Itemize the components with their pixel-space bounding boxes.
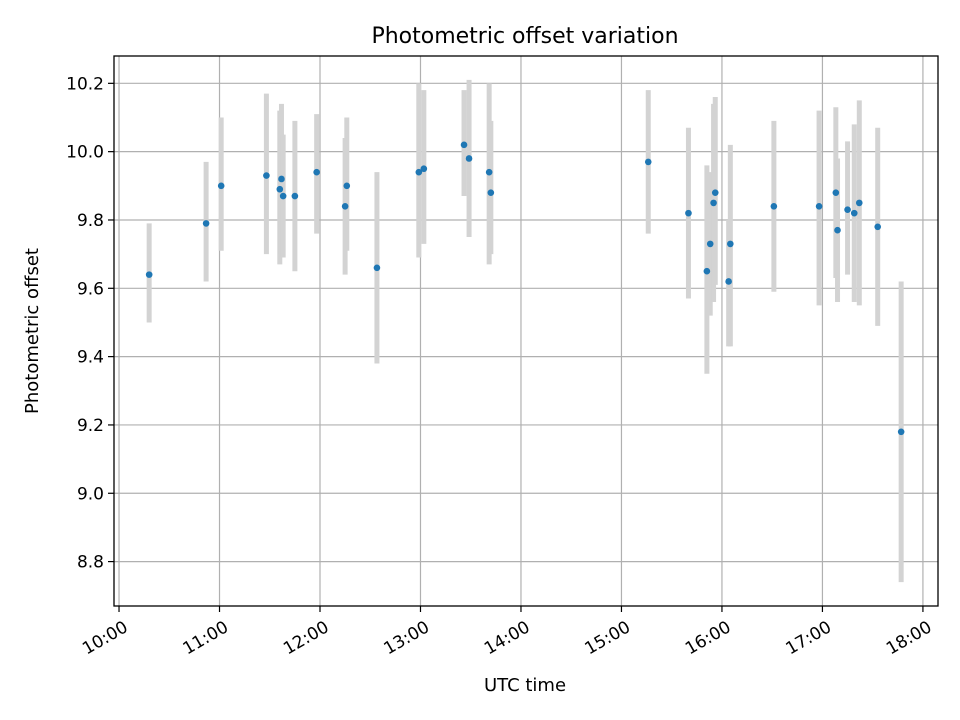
data-point [485, 168, 493, 176]
y-tick-label: 9.8 [77, 211, 104, 231]
data-point [850, 209, 858, 217]
data-point [710, 199, 717, 207]
data-point [855, 199, 863, 207]
data-point [217, 182, 225, 190]
y-tick-label: 9.4 [77, 348, 104, 368]
data-point [711, 189, 719, 196]
data-point [465, 155, 473, 162]
data-point [703, 267, 711, 275]
chart-title: Photometric offset variation [371, 24, 678, 49]
data-point [373, 264, 381, 272]
data-point [279, 192, 287, 200]
data-point [725, 278, 732, 285]
error-bars [146, 79, 904, 583]
data-point [897, 428, 905, 436]
data-point [420, 165, 428, 173]
x-tick-label: 17:00 [783, 617, 835, 659]
data-point [844, 206, 851, 214]
x-tick-label: 15:00 [582, 617, 634, 659]
data-point [343, 182, 351, 190]
data-points [145, 141, 905, 436]
data-point [815, 203, 823, 210]
x-tick-label: 16:00 [682, 617, 734, 659]
data-point [727, 240, 734, 248]
x-axis-label: UTC time [484, 675, 566, 696]
y-tick-label: 9.6 [77, 279, 104, 299]
y-tick-label: 10.0 [66, 143, 104, 163]
y-axis-label: Photometric offset [22, 248, 43, 414]
data-point [276, 185, 284, 193]
data-point [834, 226, 841, 234]
data-point [313, 168, 320, 176]
grid-lines [114, 56, 938, 606]
data-point [832, 189, 840, 196]
data-point [770, 203, 778, 210]
x-tick-label: 14:00 [481, 617, 533, 659]
data-point [685, 209, 692, 217]
x-tick-label: 10:00 [79, 617, 131, 659]
data-point [202, 220, 210, 227]
y-tick-label: 9.2 [77, 416, 104, 436]
x-tick-label: 13:00 [381, 617, 433, 659]
data-point [341, 203, 349, 210]
data-point [145, 271, 153, 278]
axis-ticks: 10:00 11:00 12:00 13:00 14:00 15:00 16:00 17:00… [66, 74, 935, 659]
y-tick-label: 10.2 [66, 74, 104, 94]
data-point [874, 223, 882, 231]
data-point [487, 189, 495, 196]
plot-frame [113, 55, 939, 607]
data-point [706, 240, 714, 248]
x-tick-label: 18:00 [883, 617, 935, 659]
y-tick-label: 9.0 [77, 484, 104, 504]
data-point [415, 168, 423, 176]
data-point [644, 158, 652, 166]
data-point [263, 172, 270, 179]
y-tick-label: 8.8 [77, 553, 104, 573]
data-point [278, 175, 285, 183]
data-point [460, 141, 468, 149]
x-tick-label: 12:00 [280, 617, 332, 659]
x-tick-label: 11:00 [180, 617, 232, 659]
data-point [291, 192, 299, 200]
